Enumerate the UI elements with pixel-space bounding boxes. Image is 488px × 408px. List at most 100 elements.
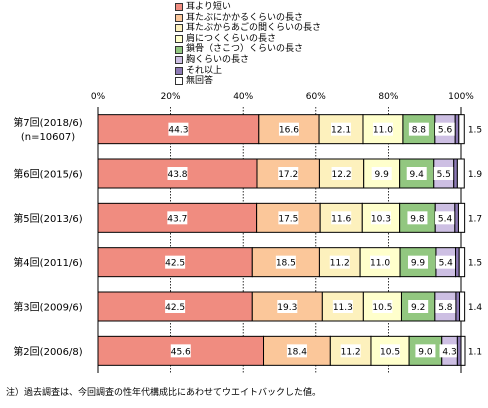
bar-segment — [458, 114, 465, 145]
bar-segment — [359, 247, 401, 278]
legend-label: 耳たぶにかかるくらいの長さ — [186, 12, 304, 23]
data-label: 9.8 — [410, 214, 425, 224]
legend-swatch — [175, 56, 183, 65]
bar-segment — [455, 247, 460, 278]
legend-item: 耳より短い — [175, 2, 321, 13]
data-label-box — [278, 167, 299, 180]
data-label-box — [168, 122, 189, 136]
legend-swatch — [175, 13, 183, 22]
data-label: 11.6 — [331, 214, 351, 224]
data-label-box — [435, 122, 456, 136]
data-label-box — [370, 255, 391, 269]
data-label-box — [275, 255, 296, 269]
data-label-box — [435, 300, 456, 313]
data-label: 12.2 — [332, 170, 352, 180]
data-label-box — [329, 255, 350, 269]
data-label: 11.2 — [341, 347, 361, 357]
legend-item: 無回答 — [175, 76, 321, 87]
data-label: 10.5 — [372, 303, 392, 313]
category-label: 第4回(2011/6) — [13, 256, 82, 269]
data-label: 10.3 — [371, 214, 391, 224]
bar-segment — [459, 291, 466, 322]
legend-swatch — [175, 3, 183, 12]
data-label-box — [435, 255, 456, 269]
legend-item: それ以上 — [175, 66, 321, 77]
bar-segment — [453, 158, 458, 189]
legend-label: 耳より短い — [186, 2, 231, 12]
legend-item: 肩につくくらいの長さ — [175, 34, 321, 45]
data-label-box — [406, 167, 427, 180]
legend: 耳より短い 耳たぶにかかるくらいの長さ 耳たぶからあごの間くらいの長さ 肩につくくらい… — [175, 2, 321, 87]
bar-segment — [458, 247, 466, 278]
legend-item: 耳たぶにかかるくらいの長さ — [175, 13, 321, 24]
data-label: 42.5 — [165, 303, 185, 313]
data-label: 5.4 — [439, 259, 454, 269]
data-label: 43.7 — [167, 214, 187, 224]
legend-swatch — [175, 35, 183, 44]
data-label: 19.3 — [277, 303, 297, 313]
bar-segment — [460, 335, 466, 366]
data-label-box — [331, 211, 352, 225]
legend-swatch — [175, 66, 183, 75]
data-label: 10.5 — [380, 347, 400, 357]
data-label: 1.5 — [468, 126, 482, 136]
data-label: 18.4 — [287, 347, 307, 357]
data-label-box — [407, 255, 428, 269]
bar-segment — [318, 158, 365, 189]
data-label-box — [433, 167, 454, 180]
bar-segment — [456, 335, 462, 366]
data-label-box — [277, 300, 298, 313]
x-tick-label: 0% — [91, 92, 106, 102]
data-label: 1.7 — [468, 214, 482, 224]
data-label: 5.4 — [438, 214, 453, 224]
legend-item: 胸くらいの長さ — [175, 55, 321, 66]
data-label-box — [170, 344, 191, 358]
data-label: 1.4 — [468, 303, 483, 313]
x-tick-label: 60% — [306, 92, 326, 102]
data-label-box — [167, 211, 188, 225]
data-label-box — [167, 167, 188, 180]
legend-label: 無回答 — [186, 76, 214, 87]
legend-item: 鎖骨（さこつ）くらいの長さ — [175, 44, 321, 55]
category-label: 第7回(2018/6) (n=10607) — [13, 116, 82, 143]
bar-segment — [263, 335, 331, 366]
bar-segment — [454, 202, 459, 233]
data-label: 9.9 — [375, 170, 390, 180]
data-label: 1.9 — [468, 170, 483, 180]
data-label-box — [408, 122, 429, 136]
data-label: 16.6 — [279, 126, 299, 136]
bar-segment — [457, 202, 466, 233]
data-label-box — [278, 122, 299, 136]
data-label: 18.5 — [276, 259, 296, 269]
data-label: 17.5 — [278, 214, 298, 224]
data-label-box — [408, 300, 429, 313]
data-label: 11.0 — [373, 126, 393, 136]
data-label-box — [372, 300, 393, 313]
footnote: 注）過去調査は、今回調査の性年代構成比にあわせてウエイトバックした値。 — [6, 388, 322, 398]
data-label-box — [439, 344, 460, 358]
legend-label: 胸くらいの長さ — [186, 54, 250, 65]
data-label: 45.6 — [171, 347, 191, 357]
data-label-box — [331, 167, 352, 180]
legend-swatch — [175, 77, 183, 86]
legend-swatch — [175, 45, 183, 54]
category-label: 第5回(2013/6) — [13, 212, 82, 225]
data-label: 1.5 — [468, 259, 482, 269]
data-label-box — [371, 167, 392, 180]
bar-segment — [456, 158, 465, 189]
legend-label: 肩につくくらいの長さ — [186, 33, 277, 44]
data-label-box — [331, 122, 352, 136]
data-label: 17.2 — [278, 170, 298, 180]
data-label: 42.5 — [165, 259, 185, 269]
data-label-box — [435, 211, 456, 225]
data-label-box — [407, 211, 428, 225]
data-label-box — [340, 344, 361, 358]
legend-swatch — [175, 24, 183, 33]
category-label: 第2回(2006/8) — [13, 345, 82, 358]
data-label-box — [286, 344, 307, 358]
data-label: 11.2 — [330, 259, 350, 269]
data-label: 11.3 — [333, 303, 353, 313]
legend-item: 耳たぶからあごの間くらいの長さ — [175, 23, 321, 34]
data-label: 44.3 — [168, 126, 188, 136]
